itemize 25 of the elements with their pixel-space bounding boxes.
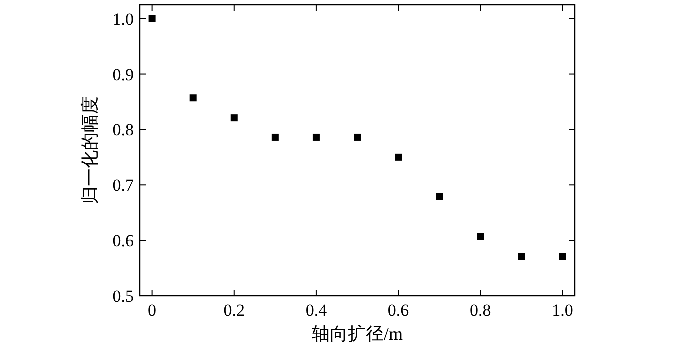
point [354, 134, 361, 141]
x-tick-label: 0.6 [388, 301, 410, 320]
point [312, 134, 320, 141]
x-tick-label: 1.0 [552, 301, 574, 320]
point [518, 253, 526, 260]
y-tick-label: 0.5 [112, 287, 134, 306]
y-axis-title: 归一化的幅度 [80, 96, 100, 204]
x-tick-label: 0.8 [470, 301, 492, 320]
point [395, 154, 402, 161]
y-tick-label: 0.9 [112, 65, 134, 84]
point [148, 15, 156, 22]
y-tick-label: 0.6 [112, 232, 134, 251]
point [230, 114, 238, 122]
point [190, 94, 197, 102]
y-tick-label: 1.0 [112, 10, 134, 29]
point [559, 253, 566, 260]
x-axis-title: 轴向扩径/m [312, 324, 404, 344]
y-tick-label: 0.7 [112, 176, 134, 196]
x-tick-label: 0 [148, 301, 157, 320]
y-tick-label: 0.8 [112, 120, 134, 140]
point [477, 233, 484, 240]
point [436, 193, 444, 200]
point [272, 134, 279, 141]
x-tick-label: 0.4 [306, 301, 328, 320]
x-tick-label: 0.2 [224, 301, 246, 320]
